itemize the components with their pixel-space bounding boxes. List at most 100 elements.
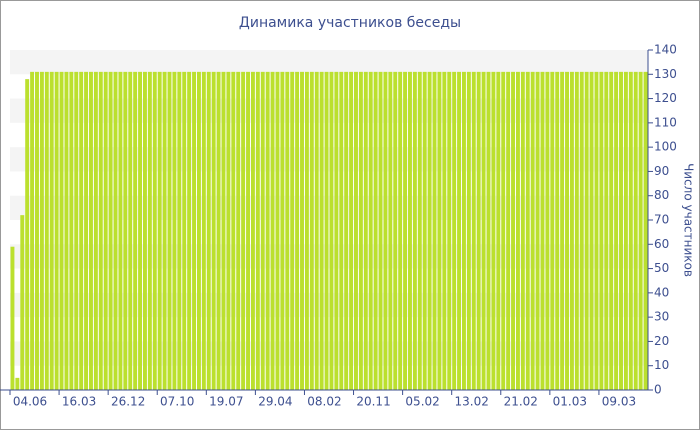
bar xyxy=(98,71,103,390)
bar xyxy=(476,71,481,390)
x-tick-label: 05.02 xyxy=(405,395,439,409)
bar xyxy=(506,71,511,390)
bar xyxy=(123,71,128,390)
bar xyxy=(192,71,197,390)
bar xyxy=(398,71,403,390)
bar xyxy=(457,71,462,390)
bar xyxy=(206,71,211,390)
chart-title: Динамика участников беседы xyxy=(239,15,461,31)
bar xyxy=(589,71,594,390)
bar xyxy=(422,71,427,390)
bar xyxy=(412,71,417,390)
x-tick-label: 29.04 xyxy=(258,395,292,409)
bar xyxy=(147,71,152,390)
bar xyxy=(471,71,476,390)
bar xyxy=(628,71,633,390)
x-tick-label: 08.02 xyxy=(307,395,341,409)
bar xyxy=(64,71,69,390)
bar xyxy=(270,71,275,390)
bar xyxy=(314,71,319,390)
bar xyxy=(304,71,309,390)
y-tick-label: 140 xyxy=(654,43,677,57)
bar xyxy=(265,71,270,390)
bar xyxy=(49,71,54,390)
y-tick-label: 90 xyxy=(654,164,669,178)
y-tick-label: 40 xyxy=(654,285,669,299)
bar xyxy=(496,71,501,390)
bar xyxy=(378,71,383,390)
bar xyxy=(481,71,486,390)
bar xyxy=(241,71,246,390)
y-tick-label: 130 xyxy=(654,67,677,81)
grid-band xyxy=(10,50,648,75)
y-tick-label: 100 xyxy=(654,140,677,154)
bar xyxy=(93,71,98,390)
bar xyxy=(138,71,143,390)
bar xyxy=(594,71,599,390)
bar xyxy=(152,71,157,390)
bar xyxy=(211,71,216,390)
bar xyxy=(530,71,535,390)
x-tick-label: 26.12 xyxy=(111,395,145,409)
x-tick-label: 13.02 xyxy=(455,395,489,409)
bar xyxy=(619,71,623,390)
bar xyxy=(324,71,329,390)
bar xyxy=(290,71,295,390)
bar xyxy=(280,71,285,390)
bar xyxy=(221,71,226,390)
bar xyxy=(393,71,398,390)
y-tick-label: 110 xyxy=(654,115,677,129)
bar xyxy=(172,71,177,390)
bar xyxy=(560,71,565,390)
bar xyxy=(35,71,39,390)
bar xyxy=(260,71,265,390)
bar xyxy=(569,71,574,390)
bar xyxy=(246,71,250,390)
bar xyxy=(574,71,579,390)
bar xyxy=(255,71,260,390)
bar xyxy=(231,71,236,390)
bar xyxy=(285,71,290,390)
bar xyxy=(10,246,15,390)
bar xyxy=(442,71,447,390)
bar xyxy=(466,71,471,390)
bar xyxy=(157,71,162,390)
bar xyxy=(452,71,457,390)
bar xyxy=(437,71,442,390)
y-tick-label: 10 xyxy=(654,358,669,372)
bar xyxy=(54,71,59,390)
x-tick-label: 04.06 xyxy=(13,395,47,409)
x-tick-label: 19.07 xyxy=(209,395,243,409)
bar xyxy=(74,71,79,390)
bar xyxy=(383,71,388,390)
bar xyxy=(417,71,422,390)
x-tick-label: 16.03 xyxy=(62,395,96,409)
bar xyxy=(643,71,648,390)
bar xyxy=(344,71,349,390)
y-tick-label: 0 xyxy=(654,383,662,397)
bar xyxy=(69,71,74,390)
bar xyxy=(358,71,363,390)
bar xyxy=(354,71,358,390)
y-axis-label: Число участников xyxy=(682,163,696,277)
y-tick-label: 20 xyxy=(654,334,669,348)
bar xyxy=(329,71,334,390)
bar xyxy=(89,71,93,390)
bar xyxy=(432,71,437,390)
bar xyxy=(363,71,368,390)
bar xyxy=(15,377,20,390)
bar xyxy=(515,71,520,390)
y-tick-label: 60 xyxy=(654,237,669,251)
bar xyxy=(334,71,339,390)
x-tick-label: 09.03 xyxy=(602,395,636,409)
bar xyxy=(511,71,516,390)
bar xyxy=(44,71,49,390)
bar xyxy=(388,71,393,390)
bar xyxy=(20,215,25,390)
bar xyxy=(520,71,525,390)
bar xyxy=(550,71,555,390)
bar xyxy=(275,71,280,390)
bar xyxy=(226,71,231,390)
bar xyxy=(216,71,221,390)
bar xyxy=(609,71,614,390)
